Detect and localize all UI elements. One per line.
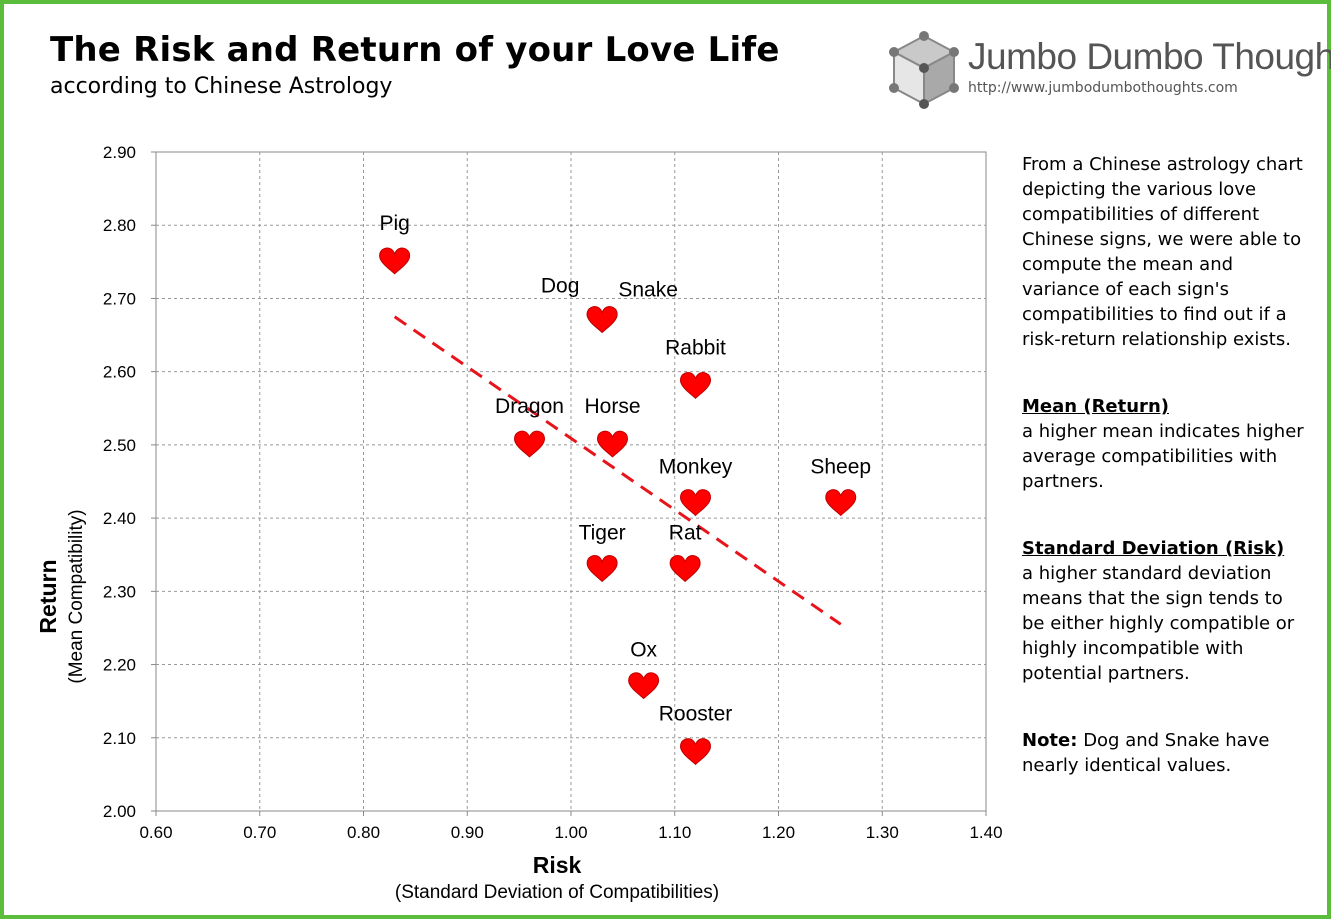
x-tick-label: 1.30 <box>866 823 899 842</box>
y-axis-title: Return <box>35 559 61 633</box>
point-label-rat: Rat <box>669 521 702 544</box>
heart-marker-rabbit <box>679 372 712 400</box>
y-tick-label: 2.60 <box>103 363 136 382</box>
brand-name: Jumbo Dumbo Thoughts <box>968 36 1331 77</box>
point-label-tiger: Tiger <box>579 521 626 544</box>
explanation-panel: From a Chinese astrology chart depicting… <box>1022 152 1304 778</box>
y-axis-subtitle: (Mean Compatibility) <box>66 509 87 683</box>
note-body: Dog and Snake have nearly identical valu… <box>1022 730 1270 776</box>
y-tick-label: 2.40 <box>103 509 136 528</box>
y-tick-label: 2.80 <box>103 216 136 235</box>
point-label-snake: Snake <box>618 278 678 301</box>
heart-marker-pig <box>379 247 411 275</box>
x-tick-label: 0.90 <box>451 823 484 842</box>
scatter-chart: 0.60 0.70 0.80 0.90 1.00 1.10 1.20 1.30 1.40 2.00… <box>35 143 1003 903</box>
y-tick-label: 2.30 <box>103 582 136 601</box>
x-tick-label: 0.60 <box>139 823 172 842</box>
heart-marker-snake <box>586 306 618 334</box>
y-tick-label: 2.90 <box>103 143 136 162</box>
x-tick-label: 0.80 <box>347 823 380 842</box>
point-label-rooster: Rooster <box>659 702 733 725</box>
point-label-ox: Ox <box>630 639 657 662</box>
y-tick-label: 2.70 <box>103 289 136 308</box>
point-label-dog: Dog <box>541 274 580 297</box>
heart-marker-rooster <box>679 738 712 766</box>
point-label-monkey: Monkey <box>659 455 733 478</box>
note-label: Note: <box>1022 730 1078 751</box>
x-tick-label: 1.20 <box>762 823 795 842</box>
note-section: Note: Dog and Snake have nearly identica… <box>1022 728 1304 778</box>
point-label-dragon: Dragon <box>495 395 564 418</box>
heart-marker-sheep <box>825 489 857 517</box>
heart-marker-horse <box>596 430 629 458</box>
y-tick-label: 2.00 <box>103 802 136 821</box>
intro-text: From a Chinese astrology chart depicting… <box>1022 154 1303 350</box>
chart-subtitle: according to Chinese Astrology <box>50 74 393 99</box>
y-tick-label: 2.10 <box>103 729 136 748</box>
chart-title: The Risk and Return of your Love Life <box>50 30 780 70</box>
heart-marker-ox <box>628 672 660 700</box>
sd-heading: Standard Deviation (Risk) <box>1022 538 1285 559</box>
sd-section: Standard Deviation (Risk) a higher stand… <box>1022 536 1304 686</box>
heart-marker-tiger <box>586 555 618 583</box>
cube-logo-icon <box>889 31 959 109</box>
mean-section: Mean (Return) a higher mean indicates hi… <box>1022 394 1304 494</box>
y-tick-label: 2.50 <box>103 436 136 455</box>
x-tick-label: 1.40 <box>969 823 1002 842</box>
note-text: Note: Dog and Snake have nearly identica… <box>1022 728 1304 778</box>
y-tick-label: 2.20 <box>103 656 136 675</box>
mean-text: a higher mean indicates higher average c… <box>1022 421 1304 492</box>
x-axis-title: Risk <box>533 852 582 878</box>
heart-marker-dragon <box>513 430 546 458</box>
point-label-rabbit: Rabbit <box>665 336 726 359</box>
x-tick-label: 0.70 <box>243 823 276 842</box>
x-tick-label: 1.10 <box>658 823 691 842</box>
brand-url: http://www.jumbodumbothoughts.com <box>968 80 1238 96</box>
mean-heading: Mean (Return) <box>1022 396 1169 417</box>
point-label-pig: Pig <box>379 212 409 235</box>
heart-marker-monkey <box>679 489 712 517</box>
sd-text: a higher standard deviation means that t… <box>1022 563 1295 684</box>
heart-marker-rat <box>669 555 701 583</box>
x-axis-subtitle: (Standard Deviation of Compatibilities) <box>395 882 719 903</box>
point-label-sheep: Sheep <box>810 455 871 478</box>
brand-block: Jumbo Dumbo Thoughts http://www.jumbodum… <box>884 30 1331 110</box>
point-label-horse: Horse <box>584 395 640 418</box>
x-tick-label: 1.00 <box>554 823 587 842</box>
